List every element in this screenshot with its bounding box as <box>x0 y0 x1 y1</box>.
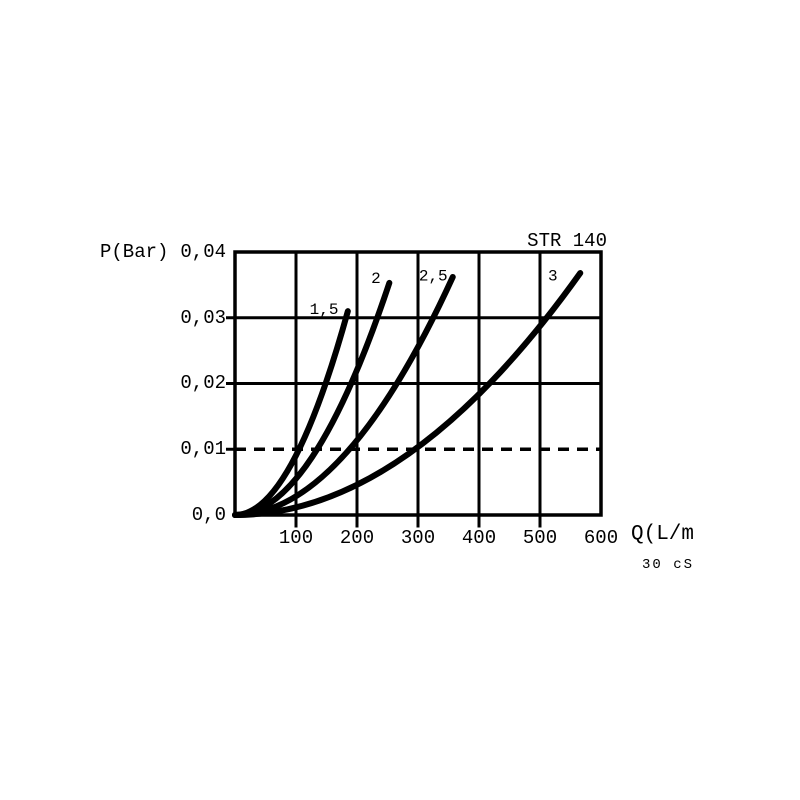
y-tick-label-0-0: 0,0 <box>191 504 226 526</box>
y-tick-label-0-03: 0,03 <box>180 307 226 329</box>
chart-title: STR 140 <box>527 230 607 252</box>
y-tick-label-0-01: 0,01 <box>180 438 226 460</box>
plot-border <box>233 250 603 517</box>
x-tick-label-400: 400 <box>461 527 497 549</box>
curve-label-1-5: 1,5 <box>310 301 339 319</box>
x-tick-label-100: 100 <box>278 527 314 549</box>
curve-3 <box>232 270 584 518</box>
y-axis-label: P(Bar) <box>100 241 169 263</box>
curve-label-2: 2 <box>371 270 381 288</box>
x-tick-label-300: 300 <box>400 527 436 549</box>
x-axis-viscosity-note: 30 cS <box>642 557 695 573</box>
x-axis-label: Q(L/m <box>631 523 695 546</box>
y-tick-label-0-02: 0,02 <box>180 372 226 394</box>
x-tick-label-200: 200 <box>339 527 375 549</box>
x-tick-label-600: 600 <box>583 527 619 549</box>
y-tick-label-0-04: 0,04 <box>180 241 226 263</box>
x-tick-label-500: 500 <box>522 527 558 549</box>
curve-label-2-5: 2,5 <box>419 268 448 286</box>
curve-label-3: 3 <box>548 268 558 286</box>
